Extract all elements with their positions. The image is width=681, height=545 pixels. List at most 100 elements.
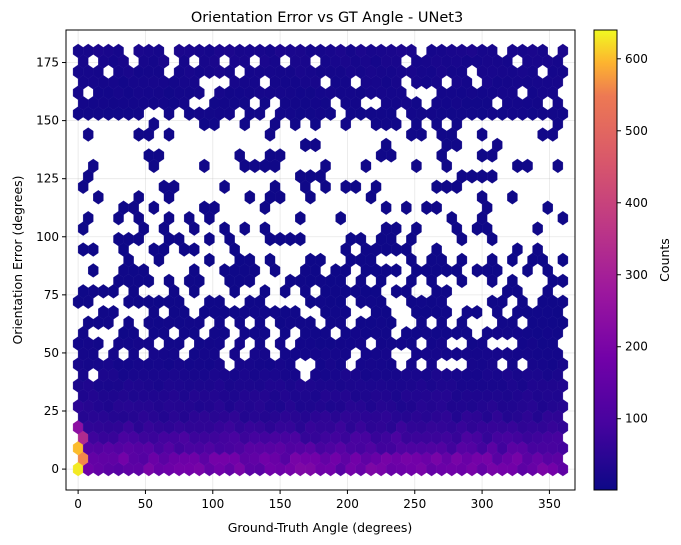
colorbar-frame bbox=[593, 29, 618, 491]
hexbin-cell bbox=[93, 190, 104, 205]
hexbin-cell bbox=[446, 211, 457, 226]
hexbin-cell bbox=[411, 158, 422, 174]
hexbin-cell bbox=[290, 305, 301, 320]
hexbin-cell bbox=[168, 179, 180, 194]
colorbar-tick-label: 100 bbox=[625, 412, 648, 426]
y-tick-label: 175 bbox=[36, 56, 59, 70]
x-tick-label: 150 bbox=[269, 497, 292, 511]
colorbar: 100 200 300 400 500 600 Counts bbox=[593, 29, 672, 491]
y-tick-label: 100 bbox=[36, 230, 59, 244]
y-axis-ticks: 0 25 50 75 100 125 150 175 bbox=[36, 56, 66, 476]
hexbin-cell bbox=[163, 211, 175, 226]
chart-title: Orientation Error vs GT Angle - UNet3 bbox=[191, 10, 463, 26]
x-tick-label: 200 bbox=[336, 497, 359, 511]
hexbin-cell bbox=[391, 263, 402, 278]
hexbin-cell bbox=[557, 211, 569, 226]
hexbin-cell bbox=[557, 294, 569, 309]
hexbin-cell bbox=[189, 263, 200, 278]
hexbin-cell bbox=[476, 190, 488, 205]
hexbin-cell bbox=[557, 273, 569, 289]
colorbar-tick-label: 300 bbox=[625, 268, 648, 282]
hexbin-cell bbox=[401, 200, 412, 215]
hexbin-cell bbox=[163, 127, 175, 142]
colorbar-tick-label: 600 bbox=[625, 52, 648, 66]
x-axis-label: Ground-Truth Angle (degrees) bbox=[228, 520, 413, 535]
hexbin-cell bbox=[88, 158, 99, 174]
hexbin-cell bbox=[355, 231, 367, 247]
hexbin-cell bbox=[259, 284, 271, 299]
hexbin-cell bbox=[486, 43, 498, 59]
hexbin-cell bbox=[214, 294, 225, 309]
hexbin-cell bbox=[239, 221, 250, 236]
hexbin-cell bbox=[360, 158, 372, 174]
x-tick-label: 250 bbox=[403, 497, 426, 511]
hexbin-cell bbox=[476, 127, 488, 142]
hexbin-cell bbox=[406, 43, 417, 59]
hexbin-cell bbox=[199, 158, 210, 174]
hexbin-cell bbox=[295, 231, 306, 247]
hexbin-cell bbox=[441, 284, 452, 299]
colorbar-gradient bbox=[594, 30, 617, 490]
colorbar-tick-label: 500 bbox=[625, 124, 648, 138]
x-tick-label: 350 bbox=[538, 497, 561, 511]
y-tick-label: 25 bbox=[44, 404, 59, 418]
hexbin-cell bbox=[456, 252, 468, 268]
hexbin-cell bbox=[380, 200, 392, 215]
hexbin-cell bbox=[148, 200, 160, 215]
hexbin-cell bbox=[486, 252, 498, 268]
hexbin-cell bbox=[507, 190, 518, 205]
hexbin-cell bbox=[108, 305, 119, 320]
hexbin-cell bbox=[133, 190, 144, 205]
hexbin-cell bbox=[557, 252, 569, 268]
hexbin-cell bbox=[138, 263, 149, 278]
colorbar-tick-label: 200 bbox=[625, 340, 648, 354]
hexbin-cell bbox=[113, 43, 124, 59]
hexbin-cell bbox=[259, 221, 271, 236]
hexbin-cell bbox=[184, 211, 195, 226]
hexbin-cells bbox=[72, 43, 569, 477]
hexbin-cell bbox=[153, 148, 165, 163]
hexbin-cell bbox=[391, 221, 402, 236]
hexbin-cell bbox=[93, 336, 104, 351]
hexbin-cell bbox=[492, 137, 503, 153]
hexbin-cell bbox=[486, 169, 498, 184]
hexbin-cell bbox=[320, 158, 331, 174]
hexbin-cell bbox=[310, 137, 321, 153]
x-tick-label: 50 bbox=[138, 497, 153, 511]
hexbin-cell bbox=[411, 221, 422, 236]
hexbin-cell bbox=[532, 221, 543, 236]
hexbin-cell bbox=[315, 252, 326, 268]
hexbin-cell bbox=[88, 263, 99, 278]
hexbin-cell bbox=[512, 242, 523, 257]
hexbin-cell bbox=[557, 43, 569, 59]
hexbin-cell bbox=[83, 211, 94, 226]
hexbin-cell bbox=[234, 148, 245, 163]
colorbar-label: Counts bbox=[657, 238, 672, 282]
y-axis-label: Orientation Error (degrees) bbox=[10, 175, 25, 344]
hexbin-cell bbox=[88, 242, 99, 257]
hexbin-cell bbox=[189, 242, 200, 257]
hexbin-cell bbox=[380, 137, 392, 153]
hexbin-cell bbox=[269, 179, 281, 194]
hexbin-cell bbox=[431, 200, 442, 215]
hexbin-cell bbox=[209, 200, 220, 215]
colorbar-tick-label: 400 bbox=[625, 196, 648, 210]
hexbin-cell bbox=[350, 179, 362, 194]
hexbin-cell bbox=[305, 315, 316, 330]
hexbin-cell bbox=[264, 252, 276, 268]
hexbin-cell bbox=[83, 127, 94, 142]
hexbin-cell bbox=[274, 148, 286, 163]
hexbin-cell bbox=[204, 231, 215, 247]
x-tick-label: 300 bbox=[471, 497, 494, 511]
hexbin-cell bbox=[370, 179, 382, 194]
hexbin-cell bbox=[153, 43, 165, 59]
hexbin-cell bbox=[148, 116, 160, 132]
hexbin-cell bbox=[204, 252, 215, 268]
hexbin-cell bbox=[123, 315, 134, 330]
plot-frame bbox=[65, 29, 576, 491]
y-tick-label: 125 bbox=[36, 172, 59, 186]
hexbin-cell bbox=[522, 158, 533, 174]
hexbin-cell bbox=[507, 273, 518, 289]
x-tick-label: 100 bbox=[201, 497, 224, 511]
